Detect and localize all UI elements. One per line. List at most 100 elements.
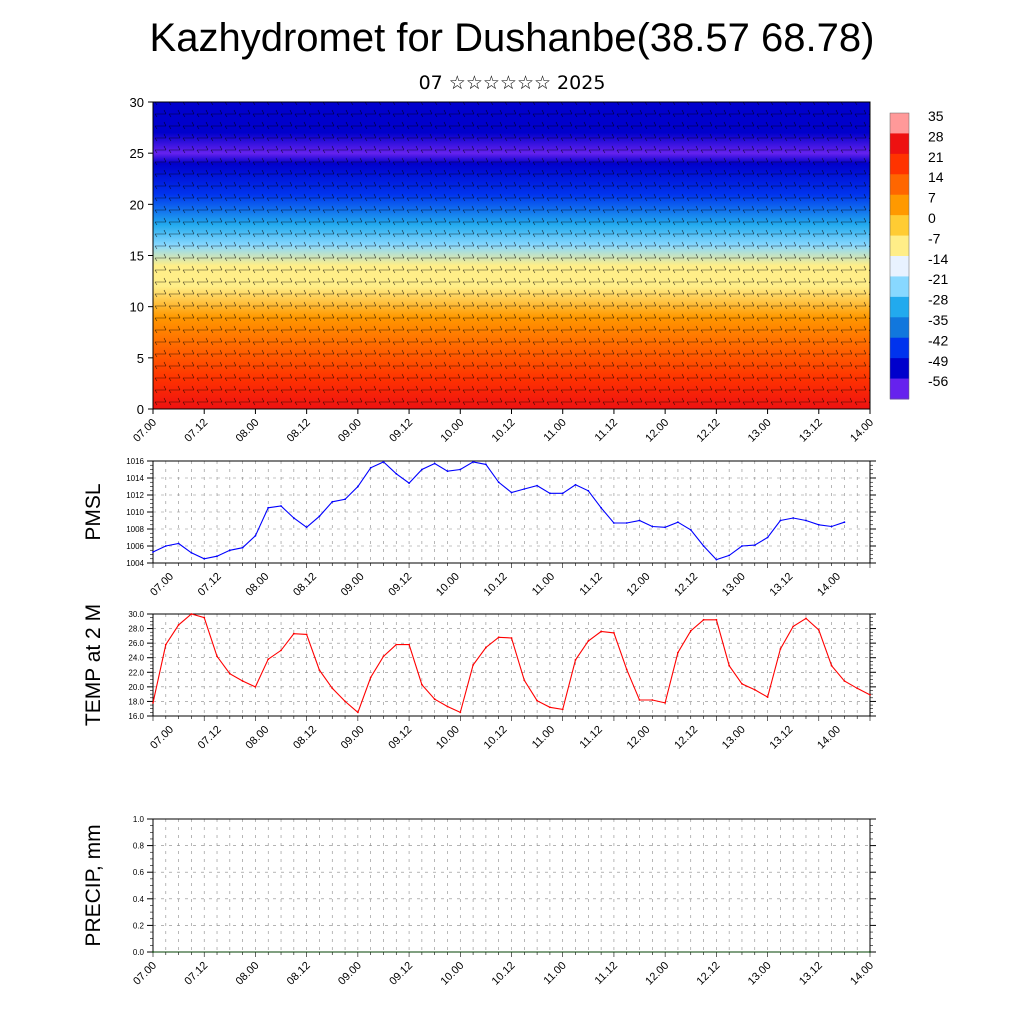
pmsl-data-point <box>459 468 462 471</box>
pmsl-data-point <box>792 517 795 519</box>
temp-data-point <box>856 687 859 690</box>
pmsl-data-point <box>625 522 628 524</box>
temp-data-point <box>472 664 474 666</box>
y-tick-label: 28.0 <box>128 625 144 634</box>
temp-data-point <box>152 702 154 704</box>
pmsl-data-point <box>728 554 731 557</box>
y-tick-label: 5 <box>137 351 144 366</box>
colorbar-label: 7 <box>928 190 936 206</box>
y-tick-label: 1010 <box>126 508 144 517</box>
x-tick-label: 08.12 <box>285 417 313 445</box>
temp-data-point <box>331 687 334 690</box>
temp-data-point <box>357 711 359 714</box>
x-tick-label: 07.00 <box>131 417 159 445</box>
pmsl-data-point <box>638 519 641 522</box>
x-tick-label: 10.12 <box>482 571 510 599</box>
colorbar-swatch <box>890 276 909 298</box>
colorbar-swatch <box>890 113 909 134</box>
colorbar-label: -49 <box>928 353 948 369</box>
temp-data-point <box>638 699 641 701</box>
temp-data-point <box>241 680 244 682</box>
pmsl-x-ticks: 07.00 07.12 08.00 08.12 09.00 09.12 10.00 10.12… <box>148 563 871 599</box>
temp-data-point <box>433 698 436 701</box>
x-tick-label: 13.12 <box>797 960 825 988</box>
precip-data-point <box>152 951 154 953</box>
pmsl-data-point <box>664 526 666 529</box>
colorbar-label: 35 <box>928 108 944 124</box>
pmsl-data-point <box>613 522 615 524</box>
colorbar-label: -7 <box>928 230 941 246</box>
pmsl-data-point <box>689 529 692 531</box>
colorbar-label: -42 <box>928 332 948 348</box>
x-tick-label: 12.00 <box>625 571 653 599</box>
pmsl-data-point <box>536 484 538 487</box>
x-tick-label: 07.00 <box>148 724 176 752</box>
temp-data-point <box>203 616 206 619</box>
temp-grid <box>153 614 870 716</box>
temp-panel: 16.018.020.022.024.026.028.030.007.00 07.… <box>82 604 876 752</box>
y-tick-label: 16.0 <box>128 712 144 721</box>
colorbar-label: -56 <box>928 373 948 389</box>
x-tick-label: 07.12 <box>196 724 224 752</box>
wind-barbs-overlay <box>153 102 870 409</box>
pmsl-data-point <box>446 470 449 473</box>
pmsl-data-point <box>203 557 206 560</box>
pmsl-data-point <box>561 492 564 495</box>
colorbar-frame <box>889 112 910 400</box>
y-tick-label: 20 <box>130 197 144 212</box>
precip-y-axis-label: PRECIP, mm <box>82 824 105 946</box>
y-tick-label: 30 <box>130 95 144 110</box>
pmsl-data-point <box>587 489 590 492</box>
y-tick-label: 1016 <box>126 457 144 466</box>
pmsl-data-point <box>510 491 513 494</box>
x-tick-label: 14.00 <box>848 417 876 445</box>
temp-data-point <box>613 632 615 634</box>
temp-data-point <box>625 668 628 671</box>
pmsl-data-point <box>190 551 193 554</box>
pmsl-data-point <box>395 472 398 475</box>
colorbar-swatch <box>890 235 909 257</box>
colorbar-swatch <box>890 215 909 237</box>
cross-section-panel: 0 5 10 15 20 25 30 07.00 07.12 08.00 08.12 09.00 09… <box>130 95 877 445</box>
x-tick-label: 08.00 <box>234 960 262 988</box>
pmsl-data-point <box>600 506 602 509</box>
pmsl-panel: 1004 1006 1008 1010 1012 1014 1016 07.00 07.12 08… <box>82 457 876 599</box>
x-tick-label: 11.12 <box>578 724 605 751</box>
precip-grid <box>153 819 870 952</box>
temp-data-point <box>843 680 846 682</box>
pmsl-data-point <box>382 461 385 463</box>
y-tick-label: 18.0 <box>128 697 144 706</box>
pmsl-y-ticks: 1004 1006 1008 1010 1012 1014 1016 <box>126 457 876 568</box>
temp-data-point <box>421 683 423 686</box>
colorbar-label: 0 <box>928 210 936 226</box>
y-tick-label: 1004 <box>126 559 144 568</box>
y-tick-label: 1012 <box>126 491 144 500</box>
y-tick-label: 1008 <box>126 525 144 534</box>
pmsl-data-point <box>779 519 782 522</box>
x-tick-label: 10.00 <box>434 724 462 752</box>
y-tick-label: 0.2 <box>133 921 145 930</box>
colorbar-swatch <box>890 153 909 175</box>
pmsl-data-point <box>651 525 654 528</box>
temp-data-point <box>702 618 705 621</box>
pmsl-data-point <box>574 483 577 486</box>
x-tick-label: 08.00 <box>234 417 262 445</box>
x-tick-label: 08.12 <box>285 960 313 988</box>
pmsl-data-point <box>472 461 474 463</box>
pmsl-data-point <box>216 555 218 558</box>
colorbar-label: -14 <box>928 251 948 267</box>
temp-data-point <box>587 640 590 642</box>
x-tick-label: 13.00 <box>720 571 748 599</box>
colorbar-label: -28 <box>928 292 948 308</box>
colorbar-swatch <box>890 194 909 216</box>
x-tick-label: 09.12 <box>387 960 415 988</box>
x-tick-label: 09.00 <box>339 571 367 599</box>
y-tick-label: 20.0 <box>128 683 144 692</box>
temp-data-point <box>292 632 295 635</box>
temp-data-point <box>728 664 731 667</box>
colorbar: 35 28 21 14 7 0 -7 -14 -21 -28 -35 -42 -49 -56 <box>889 108 948 400</box>
temp-data-point <box>254 686 257 688</box>
temp-data-point <box>369 676 372 679</box>
precip-x-ticks: 07.00 07.12 08.00 08.12 09.00 09.12 10.00 10.12… <box>131 952 876 988</box>
temp-y-ticks: 16.0 18.0 20.0 22.0 24.0 26.0 28.0 30.0 <box>128 610 876 721</box>
